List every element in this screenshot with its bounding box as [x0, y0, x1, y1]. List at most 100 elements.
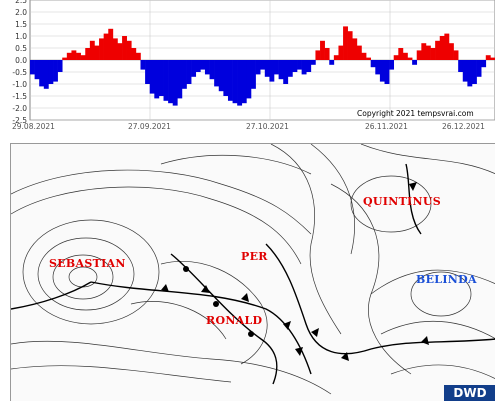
index-bar — [379, 60, 385, 82]
index-bar — [71, 50, 77, 60]
index-bar — [476, 60, 482, 77]
index-bar — [223, 60, 229, 96]
index-bar — [227, 60, 233, 101]
index-chart: 2.5 2.0 1.5 1.0 0.5 0.0 -0.5 -1.0 -1.5 -2.0 -2.5 C… — [0, 0, 495, 135]
index-bar — [214, 60, 220, 87]
index-bar — [200, 60, 206, 70]
index-bar — [117, 43, 123, 60]
index-bar — [255, 60, 261, 75]
index-bar — [135, 52, 141, 60]
y-tick-label: 2.0 — [15, 8, 27, 17]
index-bar — [89, 40, 95, 60]
index-bar — [246, 60, 252, 99]
y-tick-label: -0.5 — [12, 68, 27, 77]
index-bar — [145, 60, 151, 84]
x-tick-label-1: 27.09.2021 — [128, 122, 171, 131]
index-bar — [241, 60, 247, 104]
index-bar — [122, 36, 127, 60]
index-bar — [329, 60, 335, 65]
index-bar — [384, 60, 390, 84]
index-bar — [393, 55, 399, 60]
index-bar — [287, 60, 293, 77]
index-bar — [181, 60, 187, 89]
isobars — [10, 143, 495, 395]
index-bar — [85, 48, 91, 60]
index-bar — [48, 60, 54, 84]
index-bar — [375, 60, 381, 75]
index-bar — [209, 60, 215, 80]
index-bar — [204, 60, 210, 75]
index-bar — [490, 57, 495, 60]
index-bar — [250, 60, 256, 89]
index-bar — [154, 60, 160, 99]
index-bar — [320, 40, 325, 60]
storm-label-ronald: RONALD — [206, 314, 263, 327]
index-bar — [66, 52, 72, 60]
weather-map: SEBASTIAN PER RONALD QUINTINUS BELINDA D… — [10, 143, 495, 401]
index-bar — [53, 60, 58, 82]
index-bar — [163, 60, 169, 101]
index-bar — [338, 45, 344, 60]
index-bar — [306, 60, 312, 72]
index-bar — [398, 48, 404, 60]
storm-label-quintinus: QUINTINUS — [363, 195, 441, 208]
index-bar — [30, 60, 35, 75]
dwd-logo: DWD — [444, 385, 495, 401]
index-bar — [172, 60, 178, 106]
index-bar — [301, 60, 307, 75]
index-bar — [149, 60, 155, 94]
y-tick-label: 2.5 — [15, 0, 27, 5]
x-tick-label-4: 26.12.2021 — [442, 122, 485, 131]
index-bar — [315, 50, 321, 60]
index-bar-chart: 2.5 2.0 1.5 1.0 0.5 0.0 -0.5 -1.0 -1.5 -2.0 -2.5 — [12, 0, 495, 125]
index-bar — [283, 60, 289, 84]
y-tick-label: 0.0 — [15, 56, 27, 65]
y-tick-label: 1.0 — [15, 32, 27, 41]
index-bar — [444, 33, 450, 60]
index-bar — [186, 60, 192, 84]
index-bar — [481, 60, 487, 68]
front-symbols — [161, 182, 429, 361]
index-bar — [39, 60, 45, 87]
index-bar — [140, 60, 146, 70]
y-gridlines — [30, 0, 495, 121]
index-bar — [453, 50, 459, 60]
index-bar — [158, 60, 164, 96]
isobar-map — [10, 143, 495, 395]
index-bar — [218, 60, 224, 92]
index-bar — [269, 60, 275, 82]
x-tick-label-0: 29.08.2021 — [12, 122, 55, 131]
index-bars — [30, 26, 495, 106]
index-bar — [126, 40, 132, 60]
index-bar — [278, 60, 284, 80]
y-tick-labels: 2.5 2.0 1.5 1.0 0.5 0.0 -0.5 -1.0 -1.5 -2.0 -2.5 — [12, 0, 27, 125]
index-bar — [462, 60, 468, 82]
index-bar — [402, 52, 408, 60]
y-tick-label: -2.0 — [12, 104, 27, 113]
index-bar — [131, 48, 137, 60]
index-bar — [168, 60, 174, 104]
storm-label-belinda: BELINDA — [416, 273, 477, 286]
index-bar — [76, 52, 81, 60]
x-tick-label-2: 27.10.2021 — [246, 122, 289, 131]
y-tick-label: -1.5 — [12, 92, 27, 101]
index-bar — [274, 60, 279, 75]
index-bar — [435, 40, 441, 60]
y-tick-label: 1.5 — [15, 20, 27, 29]
index-bar — [421, 43, 427, 60]
x-tick-label-3: 26.11.2021 — [365, 122, 408, 131]
y-tick-label: -1.0 — [12, 80, 27, 89]
index-bar — [103, 33, 109, 60]
index-bar — [264, 60, 270, 77]
index-bar — [370, 60, 376, 68]
index-bar — [43, 60, 49, 89]
index-bar — [57, 60, 63, 72]
index-bar — [416, 50, 422, 60]
index-bar — [352, 38, 358, 60]
index-bar — [389, 60, 395, 70]
index-bar — [361, 52, 367, 60]
index-bar — [260, 60, 266, 70]
index-bar — [425, 45, 431, 60]
index-bar — [407, 57, 413, 60]
index-bar — [458, 60, 464, 72]
